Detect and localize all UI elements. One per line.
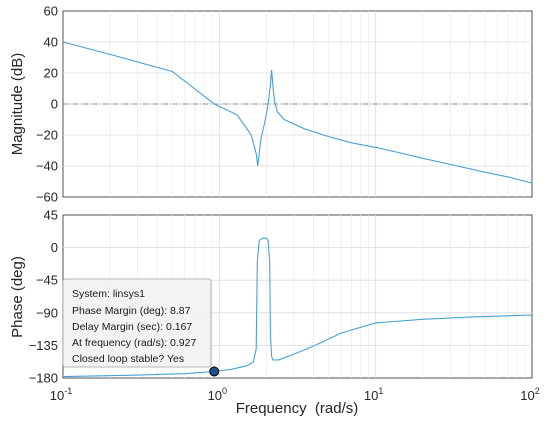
datatip-stability: Closed loop stable? Yes [72,353,184,365]
y-tick-label: 0 [51,97,58,112]
phase-axis-label: Phase (deg) [9,256,26,338]
y-tick-label: 20 [44,66,58,81]
datatip-phase-margin: Phase Margin (deg): 8.87 [72,305,191,317]
datatip-box [62,278,212,368]
datatip-system: System: linsys1 [72,288,145,300]
phase-tick-labels: 45 0 −45 −90 −135 −180 [29,208,58,386]
magnitude-curve [62,41,533,184]
y-tick-label: −60 [36,190,58,205]
frequency-tick-labels: 10-1 100 101 102 [50,386,540,403]
phase-curve [62,237,533,378]
magnitude-axis-label: Magnitude (dB) [9,53,26,156]
y-tick-label: 40 [44,35,58,50]
y-tick-label: −180 [29,371,58,386]
x-tick-label: 101 [364,386,383,403]
magnitude-panel: 60 40 20 0 −20 −40 −60 Magnitude (dB) [9,4,533,205]
datatip-delay-margin: Delay Margin (sec): 0.167 [72,321,192,333]
x-tick-label: 10-1 [50,386,72,403]
x-tick-label: 100 [208,386,227,403]
magnitude-tick-labels: 60 40 20 0 −20 −40 −60 [36,4,58,205]
y-tick-label: −135 [29,338,58,353]
y-tick-label: −90 [36,305,58,320]
y-tick-label: 45 [44,208,58,223]
x-tick-label: 102 [520,386,539,403]
y-tick-label: −45 [36,273,58,288]
y-tick-label: −40 [36,159,58,174]
datatip[interactable]: System: linsys1 Phase Margin (deg): 8.87… [62,278,212,368]
datatip-frequency: At frequency (rad/s): 0.927 [72,337,196,349]
y-tick-label: 0 [51,240,58,255]
y-tick-label: 60 [44,4,58,19]
phase-margin-marker[interactable] [209,366,220,377]
y-tick-label: −20 [36,128,58,143]
frequency-axis-label: Frequency (rad/s) [236,400,359,417]
